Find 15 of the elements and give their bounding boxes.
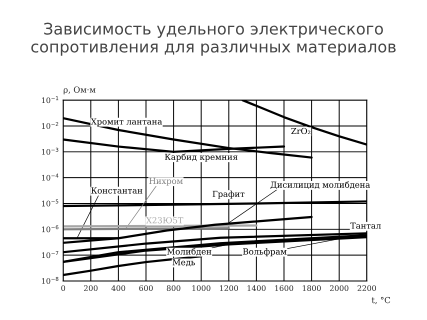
series-label: ZrO₂ — [291, 128, 310, 134]
series-label: Медь — [172, 259, 195, 266]
text: Дисилицид молибдена — [270, 181, 370, 190]
series-label: Вольфрам — [243, 248, 287, 256]
text: Нихром — [149, 178, 183, 186]
series-label: Карбид кремния — [164, 153, 238, 162]
series-label: Хромит лантана — [90, 118, 162, 126]
series-label: Тантал — [350, 222, 381, 229]
series-label: Графит — [212, 190, 244, 199]
series-label: Х23Ю5Т — [146, 217, 184, 224]
text: Константан — [91, 187, 142, 194]
y-axis-title: ρ, Ом·м — [64, 86, 96, 94]
x-axis-title: t, °C — [372, 296, 390, 304]
series-label: Молибден — [167, 248, 212, 256]
chart-title: Зависимость удельного электрического сопротивления для различных материалов — [31, 22, 396, 56]
